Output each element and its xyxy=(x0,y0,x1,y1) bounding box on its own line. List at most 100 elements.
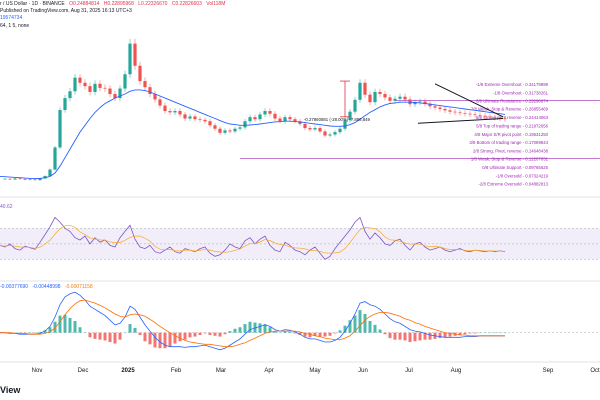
macd-histogram-bar xyxy=(423,332,427,340)
macd-histogram-bar xyxy=(193,332,197,337)
macd-histogram-bar xyxy=(318,332,322,337)
candle-body xyxy=(488,116,492,118)
triangle-lower-line xyxy=(417,118,504,124)
candle-body xyxy=(8,178,12,180)
macd-histogram-bar xyxy=(188,332,192,338)
candle-body xyxy=(393,98,397,101)
macd-histogram-bar xyxy=(173,332,177,344)
candle-body xyxy=(303,123,307,129)
candle-body xyxy=(93,83,97,92)
macd-histogram-bar xyxy=(273,331,277,333)
macd-histogram-bar xyxy=(473,332,477,334)
candle-body xyxy=(158,99,162,106)
candle-body xyxy=(333,132,337,135)
macd-histogram-bar xyxy=(118,332,122,340)
candle-body xyxy=(243,121,247,128)
candle-body xyxy=(283,117,287,122)
macd-histogram-bar xyxy=(388,332,392,339)
macd-histogram-bar xyxy=(293,332,297,334)
macd-histogram-bar xyxy=(448,332,452,337)
macd-histogram-bar xyxy=(443,332,447,338)
candle-body xyxy=(113,94,117,99)
macd-histogram-bar xyxy=(308,332,312,338)
ohlc-open: O0.24884814 xyxy=(69,1,100,7)
candle-body xyxy=(178,111,182,115)
candle-body xyxy=(28,179,32,181)
macd-histogram-bar xyxy=(343,325,347,333)
fib-level-label: 4/8 Major S/R pivot point - 0.19531250 xyxy=(474,132,548,137)
fib-level-label: -2/8 Extreme Oversold - 0.04882813 xyxy=(478,182,548,187)
candle-body xyxy=(233,128,237,132)
candle-body xyxy=(483,115,487,117)
macd-histogram-bar xyxy=(78,327,82,333)
candle-body xyxy=(53,147,57,170)
macd-header: -0.00377690 -0.00448998 -0.00071158 xyxy=(0,284,96,290)
candle-body xyxy=(123,74,127,89)
candle-body xyxy=(373,91,377,103)
candle-body xyxy=(118,88,122,99)
macd-histogram-bar xyxy=(238,327,242,333)
rsi-line xyxy=(0,216,506,260)
macd-histogram-bar xyxy=(113,332,117,344)
fib-level-label: 5/8 Top of trading range - 0.21972656 xyxy=(476,123,548,128)
macd-histogram-bar xyxy=(218,332,222,337)
candle-body xyxy=(58,110,62,148)
macd-histogram-bar xyxy=(233,328,237,333)
macd-histogram-bar xyxy=(143,332,147,342)
measure-annotation: -0.27860881 (-28.00%) -7,886,849 xyxy=(304,117,371,122)
candle-body xyxy=(383,94,387,98)
macd-histogram-bar xyxy=(418,332,422,341)
macd-v2: -0.00448998 xyxy=(32,284,61,290)
x-tick-label: Oct xyxy=(590,368,600,374)
rsi-header: 40.62 xyxy=(0,204,16,210)
macd-histogram-bar xyxy=(368,321,372,333)
candle-body xyxy=(3,178,7,180)
macd-histogram-bar xyxy=(203,332,207,334)
ohlc-close: C0.22826603 xyxy=(171,1,202,7)
candle-body xyxy=(328,134,332,136)
macd-histogram-bar xyxy=(428,332,432,340)
macd-histogram-bar xyxy=(288,331,292,333)
candle-body xyxy=(18,178,22,180)
ma-params: 64, 1 5, none xyxy=(0,23,30,29)
macd-histogram-bar xyxy=(348,320,352,333)
candle-body xyxy=(228,130,232,132)
fib-level-label: 1/8 Weak, Stop & Reverse - 0.12207031 xyxy=(471,157,549,162)
macd-histogram-bar xyxy=(303,332,307,337)
candle-body xyxy=(253,117,257,120)
candle-body xyxy=(278,118,282,122)
x-tick-label: Jun xyxy=(358,368,368,374)
macd-histogram-bar xyxy=(198,332,202,335)
candle-body xyxy=(68,91,72,99)
candle-body xyxy=(478,115,482,116)
candle-body xyxy=(48,169,52,177)
macd-histogram-bar xyxy=(163,332,167,349)
candle-body xyxy=(293,119,297,122)
candle-body xyxy=(503,118,507,120)
ma-value: 19574734 xyxy=(0,15,23,21)
candle-body xyxy=(428,103,432,107)
x-tick-label: Feb xyxy=(171,368,182,374)
chart-header: r / US Dollar · 1D · BINANCE O0.24884814… xyxy=(0,1,228,7)
candle-body xyxy=(223,130,227,133)
fib-level-label: 2/8 Strong, Pivot, reverse - 0.14648438 xyxy=(473,149,549,154)
macd-histogram-bar xyxy=(63,314,67,333)
candle-body xyxy=(193,116,197,120)
candle-body xyxy=(38,178,42,181)
rsi-value: 40.62 xyxy=(0,204,13,210)
fib-level-label: -1/8 Extreme Overshoot - 0.34179899 xyxy=(476,82,549,87)
candle-body xyxy=(63,98,67,110)
candle-body xyxy=(23,179,27,180)
macd-histogram-bar xyxy=(128,324,132,333)
macd-signal-line xyxy=(0,299,505,348)
macd-line xyxy=(0,291,505,351)
candle-body xyxy=(163,105,167,112)
x-tick-label: Mar xyxy=(216,368,226,374)
candle-body xyxy=(83,82,87,87)
macd-histogram-bar xyxy=(178,332,182,342)
candle-body xyxy=(258,114,262,120)
candle-body xyxy=(398,96,402,99)
candle-body xyxy=(453,111,457,113)
macd-histogram-bar xyxy=(333,332,337,334)
